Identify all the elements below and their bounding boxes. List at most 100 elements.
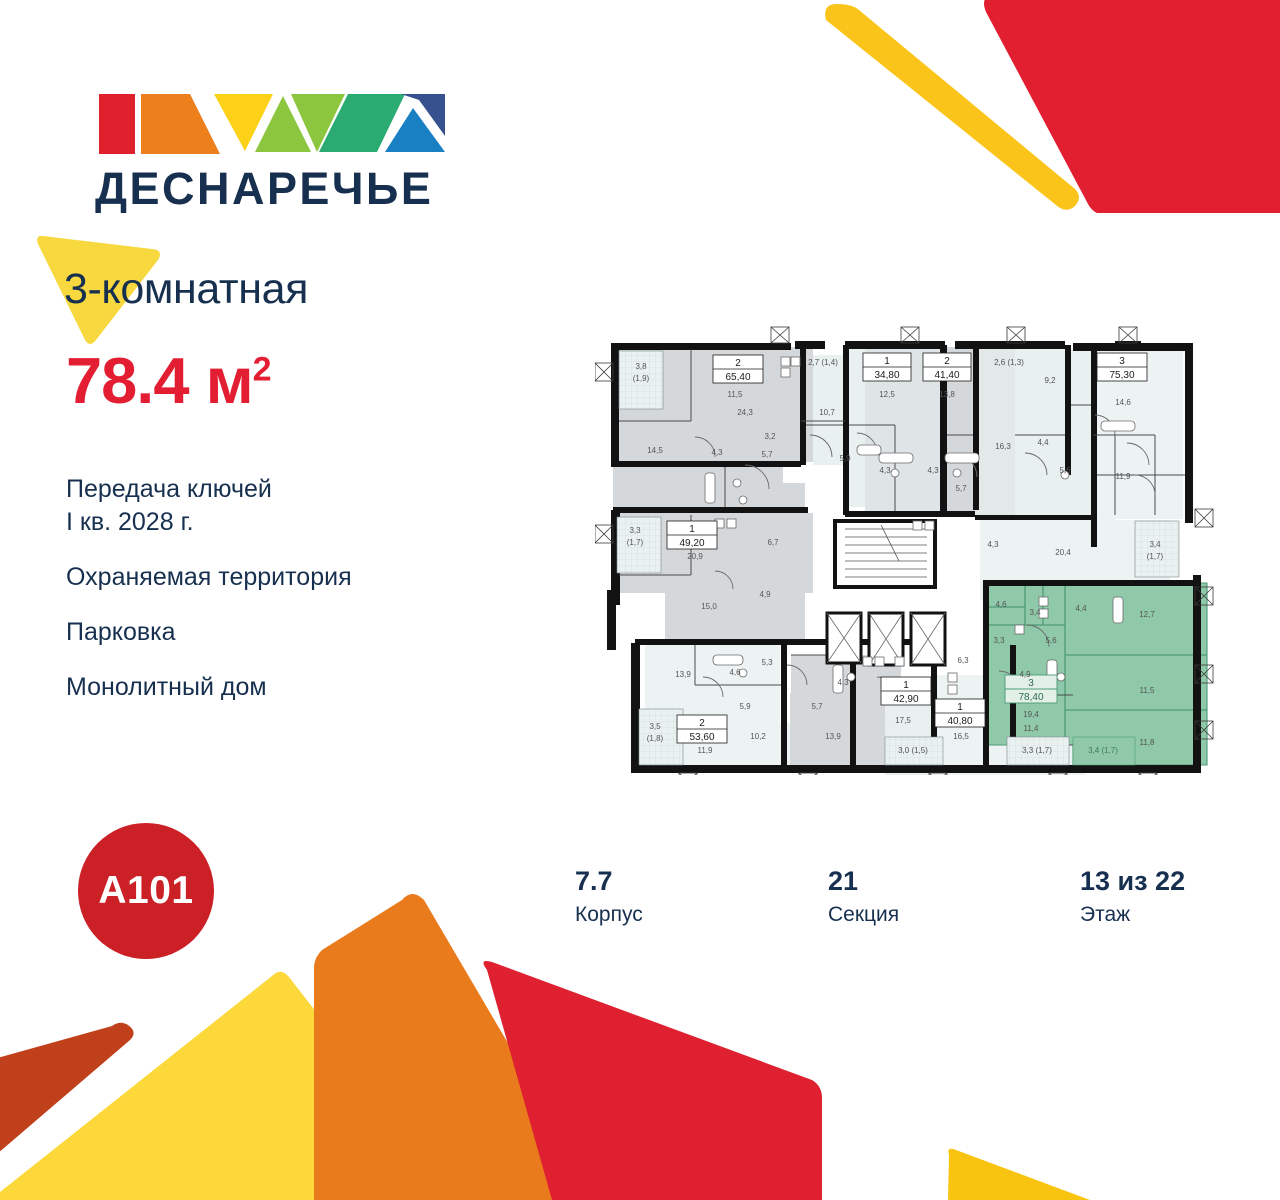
svg-text:14,6: 14,6 <box>1115 398 1131 407</box>
list-item: Монолитный дом <box>66 673 267 701</box>
svg-text:14,5: 14,5 <box>647 446 663 455</box>
svg-text:4,9: 4,9 <box>759 590 771 599</box>
feature-text: Передача ключей <box>66 475 272 503</box>
svg-text:11,9: 11,9 <box>698 746 714 755</box>
stat-etazh: 13 из 22 Этаж <box>1080 866 1186 926</box>
svg-text:5,7: 5,7 <box>761 450 773 459</box>
feature-text: I кв. 2028 г. <box>66 508 194 536</box>
svg-text:4,4: 4,4 <box>1037 438 1049 447</box>
svg-text:24,3: 24,3 <box>737 408 753 417</box>
svg-text:11,4: 11,4 <box>1024 724 1040 733</box>
stair-elevator-core <box>825 519 947 667</box>
unit-badge-highlighted: 3 78,40 <box>1004 674 1058 704</box>
unit-area: 65,40 <box>725 372 750 383</box>
floor-plan-svg[interactable]: 2 65,40 1 34,80 2 41,40 <box>595 325 1215 775</box>
list-item: Охраняемая территория <box>66 563 352 591</box>
unit-rooms: 3 <box>1119 356 1125 367</box>
svg-text:3,3: 3,3 <box>993 636 1005 645</box>
svg-text:20,9: 20,9 <box>687 552 703 561</box>
unit-badge: 2 65,40 <box>712 354 764 384</box>
svg-text:15,0: 15,0 <box>701 602 717 611</box>
svg-text:19,4: 19,4 <box>1023 710 1039 719</box>
deco-bottom-darkred <box>0 1022 134 1152</box>
desnarechye-chevron-logo <box>99 94 445 154</box>
svg-text:3,8: 3,8 <box>635 362 647 371</box>
unit-rooms: 2 <box>944 356 950 367</box>
svg-text:4,6: 4,6 <box>729 668 741 677</box>
svg-text:5,7: 5,7 <box>955 484 967 493</box>
unit-area: 78,40 <box>1018 692 1043 703</box>
svg-text:2,6 (1,3): 2,6 (1,3) <box>994 358 1024 367</box>
svg-text:6,3: 6,3 <box>957 656 969 665</box>
svg-text:17,5: 17,5 <box>895 716 911 725</box>
svg-text:16,3: 16,3 <box>995 442 1011 451</box>
stat-label: Секция <box>828 903 900 926</box>
stat-value: 21 <box>828 866 859 896</box>
svg-text:13,9: 13,9 <box>825 732 841 741</box>
feature-list: Передача ключей I кв. 2028 г. Охраняемая… <box>66 473 352 704</box>
svg-text:2,7 (1,4): 2,7 (1,4) <box>808 358 838 367</box>
area-value: 78.4 м2 <box>66 348 272 413</box>
unit-badges: 2 65,40 1 34,80 2 41,40 <box>666 352 1148 744</box>
stat-value: 13 из 22 <box>1080 866 1186 896</box>
svg-text:4,6: 4,6 <box>995 600 1007 609</box>
page-title: 3-комнатная <box>64 265 308 313</box>
room-area-labels: 3,8 (1,9) 11,5 24,3 2,7 (1,4) 10,7 12,5 … <box>627 358 1164 755</box>
unit-area: 53,60 <box>689 732 714 743</box>
a101-badge: A101 <box>78 823 214 959</box>
svg-text:6,7: 6,7 <box>767 538 779 547</box>
area-superscript: 2 <box>252 350 272 389</box>
unit-badge: 3 75,30 <box>1096 352 1148 382</box>
svg-text:12,7: 12,7 <box>1139 610 1155 619</box>
svg-text:5,7: 5,7 <box>811 702 823 711</box>
svg-text:5,9: 5,9 <box>839 454 851 463</box>
unit-badge: 1 49,20 <box>666 520 718 550</box>
stat-sektsiya: 21 Секция <box>828 866 900 926</box>
unit-area: 42,90 <box>893 694 918 705</box>
a101-badge-label: A101 <box>98 869 194 912</box>
svg-text:3,4: 3,4 <box>1149 540 1161 549</box>
svg-text:5,6: 5,6 <box>1045 636 1057 645</box>
floor-plan[interactable]: 2 65,40 1 34,80 2 41,40 <box>595 325 1215 775</box>
svg-text:4,3: 4,3 <box>711 448 723 457</box>
svg-text:13,8: 13,8 <box>939 390 955 399</box>
unit-rooms: 1 <box>884 356 890 367</box>
stat-korpus: 7.7 Корпус <box>575 866 643 926</box>
svg-text:4,9: 4,9 <box>1019 670 1031 679</box>
svg-text:9,2: 9,2 <box>1044 376 1056 385</box>
svg-text:3,5: 3,5 <box>649 722 661 731</box>
svg-text:11,9: 11,9 <box>1116 472 1132 481</box>
unit-area: 75,30 <box>1109 370 1134 381</box>
deco-top-yellow-main <box>833 8 1128 195</box>
unit-rooms: 1 <box>689 524 695 535</box>
svg-text:11,8: 11,8 <box>1140 738 1156 747</box>
stat-label: Этаж <box>1080 903 1131 926</box>
unit-badge: 1 42,90 <box>880 676 932 706</box>
svg-text:11,5: 11,5 <box>728 390 744 399</box>
unit-badge: 1 34,80 <box>862 352 912 382</box>
svg-text:3,0 (1,5): 3,0 (1,5) <box>898 746 928 755</box>
deco-bottom-red <box>483 961 822 1200</box>
plan-fixtures <box>704 356 1136 695</box>
unit-area: 49,20 <box>679 538 704 549</box>
stat-value: 7.7 <box>575 866 613 896</box>
svg-text:5,6: 5,6 <box>1059 466 1071 475</box>
plan-balconies <box>616 350 1180 766</box>
svg-text:12,5: 12,5 <box>879 390 895 399</box>
svg-text:20,4: 20,4 <box>1055 548 1071 557</box>
svg-text:3,4: 3,4 <box>1029 608 1041 617</box>
svg-text:16,5: 16,5 <box>953 732 969 741</box>
svg-text:10,2: 10,2 <box>750 732 766 741</box>
svg-text:5,9: 5,9 <box>739 702 751 711</box>
unit-badge: 2 41,40 <box>922 352 972 382</box>
list-item: Парковка <box>66 618 176 646</box>
svg-text:3,2: 3,2 <box>764 432 776 441</box>
svg-text:4,3: 4,3 <box>927 466 939 475</box>
unit-area: 40,80 <box>947 716 972 727</box>
deco-left-yellow-triangle <box>37 235 160 344</box>
svg-text:3,3 (1,7): 3,3 (1,7) <box>1022 746 1052 755</box>
unit-area: 34,80 <box>874 370 899 381</box>
unit-rooms: 2 <box>699 718 705 729</box>
unit-rooms: 3 <box>1028 678 1034 689</box>
